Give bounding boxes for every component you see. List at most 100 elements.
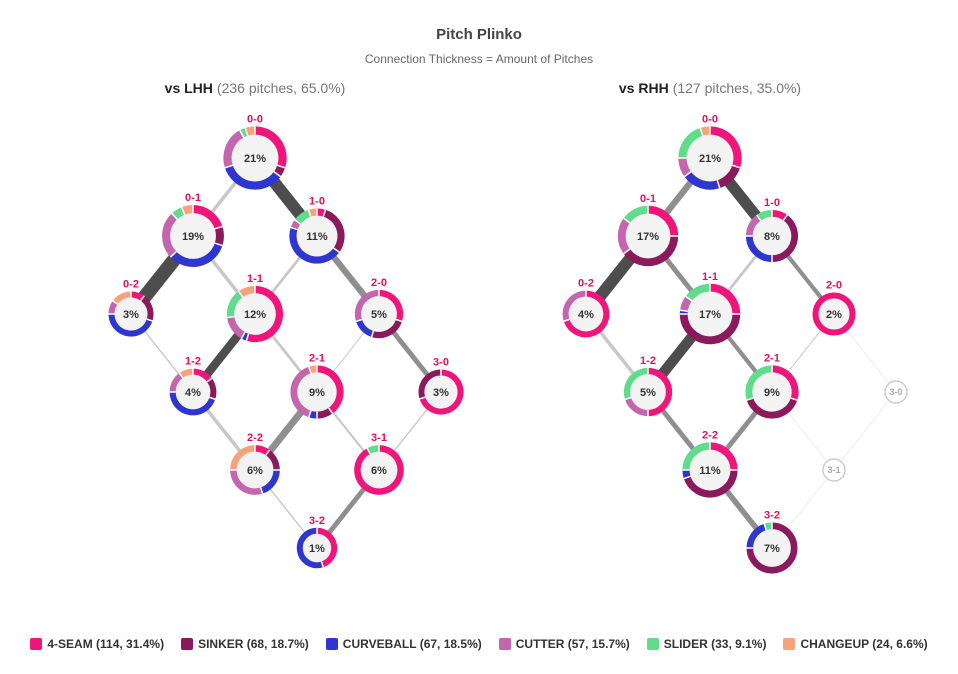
node-center (625, 213, 671, 259)
node-3-0[interactable]: 3-0 (884, 380, 908, 404)
slice-sinker (371, 319, 402, 339)
node-count-label: 2-0 (371, 277, 387, 289)
node-2-1[interactable]: 9% 2-1 (745, 352, 799, 419)
slice-slider (367, 445, 380, 454)
slice-4-seam (316, 208, 326, 217)
node-center (234, 293, 276, 335)
legend-item-changeup[interactable]: CHANGEUP (24, 6.6%) (783, 637, 928, 651)
legend-label: CUTTER (57, 15.7%) (515, 637, 630, 651)
node-2-0[interactable]: 2% 2-0 (812, 279, 856, 336)
slice-sinker (746, 397, 798, 419)
slice-separator (623, 217, 631, 224)
legend-item-cutter[interactable]: CUTTER (57, 15.7%) (498, 637, 630, 651)
slice-4-seam (192, 368, 212, 382)
node-1-1[interactable]: 12% 1-1 (226, 273, 284, 343)
node-3-0[interactable]: 3% 3-0 (418, 356, 464, 415)
slice-sinker (771, 214, 799, 263)
slice-4-seam (192, 205, 223, 230)
node-1-2[interactable]: 5% 1-2 (623, 355, 673, 417)
node-count-label: 0-2 (123, 278, 139, 290)
empty-node-ring (822, 458, 846, 482)
node-center (297, 372, 337, 412)
node-0-1[interactable]: 19% 0-1 (162, 192, 224, 267)
slice-changeup (245, 126, 256, 136)
slice-separator (366, 447, 371, 455)
slice-separator (180, 206, 186, 215)
slice-4-seam (563, 290, 610, 338)
panel-title-sub: (127 pitches, 35.0%) (673, 80, 801, 96)
panel-title: vs LHH (236 pitches, 65.0%) (165, 80, 346, 96)
node-1-0[interactable]: 11% 1-0 (289, 195, 345, 264)
node-3-2[interactable]: 1% 3-2 (296, 515, 338, 569)
node-0-1[interactable]: 17% 0-1 (617, 193, 679, 267)
node-3-2[interactable]: 7% 3-2 (746, 510, 798, 574)
slice-cutter (223, 130, 244, 168)
slice-slider (745, 365, 773, 401)
slice-separator (294, 219, 301, 225)
node-1-2[interactable]: 4% 1-2 (169, 356, 217, 416)
legend-item-4-seam[interactable]: 4-SEAM (114, 31.4%) (30, 637, 164, 651)
slice-separator (699, 127, 704, 136)
node-center (568, 296, 604, 332)
slice-slider (623, 205, 649, 224)
node-count-label: 2-0 (826, 279, 842, 291)
slice-4-seam (419, 369, 464, 415)
slice-changeup (700, 126, 711, 136)
legend-item-sinker[interactable]: SINKER (68, 18.7%) (181, 637, 309, 651)
node-pct-label: 3% (433, 387, 449, 399)
slice-slider (764, 522, 773, 531)
node-0-2[interactable]: 3% 0-2 (108, 278, 154, 337)
node-pct-label: 17% (637, 231, 659, 243)
node-count-label: 1-0 (764, 197, 780, 209)
node-pct-label: 5% (371, 309, 387, 321)
slice-sinker (683, 469, 738, 498)
node-1-1[interactable]: 17% 1-1 (679, 271, 741, 345)
node-0-0[interactable]: 21% 0-0 (678, 113, 742, 190)
slice-separator (214, 225, 223, 230)
slice-separator (716, 180, 721, 189)
legend-swatch (325, 638, 338, 650)
node-center (231, 134, 279, 182)
node-pct-label: 11% (306, 231, 328, 243)
slice-sinker (418, 369, 442, 399)
node-center (818, 298, 850, 330)
node-2-2[interactable]: 11% 2-2 (682, 429, 738, 498)
node-pct-label: 9% (309, 387, 325, 399)
node-center (630, 374, 666, 410)
legend-item-slider[interactable]: SLIDER (33, 9.1%) (646, 637, 766, 651)
node-2-2[interactable]: 6% 2-2 (230, 432, 280, 495)
slice-separator (146, 318, 153, 322)
slice-sinker (323, 209, 345, 253)
slice-cutter (354, 289, 380, 322)
slice-separator (355, 318, 363, 323)
slice-cutter (562, 290, 587, 322)
node-1-0[interactable]: 8% 1-0 (745, 197, 799, 263)
node-center (753, 529, 791, 567)
slice-separator (244, 127, 249, 136)
slice-separator (685, 295, 693, 302)
slice-separator (239, 129, 245, 138)
slice-4-seam (647, 205, 679, 237)
node-0-2[interactable]: 4% 0-2 (562, 278, 610, 338)
slice-sinker (716, 164, 741, 189)
node-center (687, 291, 733, 337)
slice-4-seam (812, 292, 856, 336)
slice-separator (140, 295, 145, 302)
node-2-0[interactable]: 5% 2-0 (354, 277, 404, 339)
slice-separator (209, 396, 216, 400)
panel-title: vs RHH (127 pitches, 35.0%) (619, 80, 801, 96)
slice-separator (206, 377, 213, 383)
slice-curveball (260, 469, 280, 494)
slice-curveball (682, 469, 691, 479)
node-0-0[interactable]: 21% 0-0 (223, 113, 287, 190)
slice-cutter (745, 214, 761, 237)
slice-curveball (684, 171, 720, 190)
node-2-1[interactable]: 9% 2-1 (290, 352, 344, 419)
slice-sinker (206, 378, 217, 400)
node-3-1[interactable]: 6% 3-1 (354, 432, 404, 495)
node-3-1[interactable]: 3-1 (822, 458, 846, 482)
legend-item-curveball[interactable]: CURVEBALL (67, 18.5%) (325, 637, 482, 651)
slice-separator (683, 171, 692, 178)
node-pct-label: 3% (123, 309, 139, 321)
